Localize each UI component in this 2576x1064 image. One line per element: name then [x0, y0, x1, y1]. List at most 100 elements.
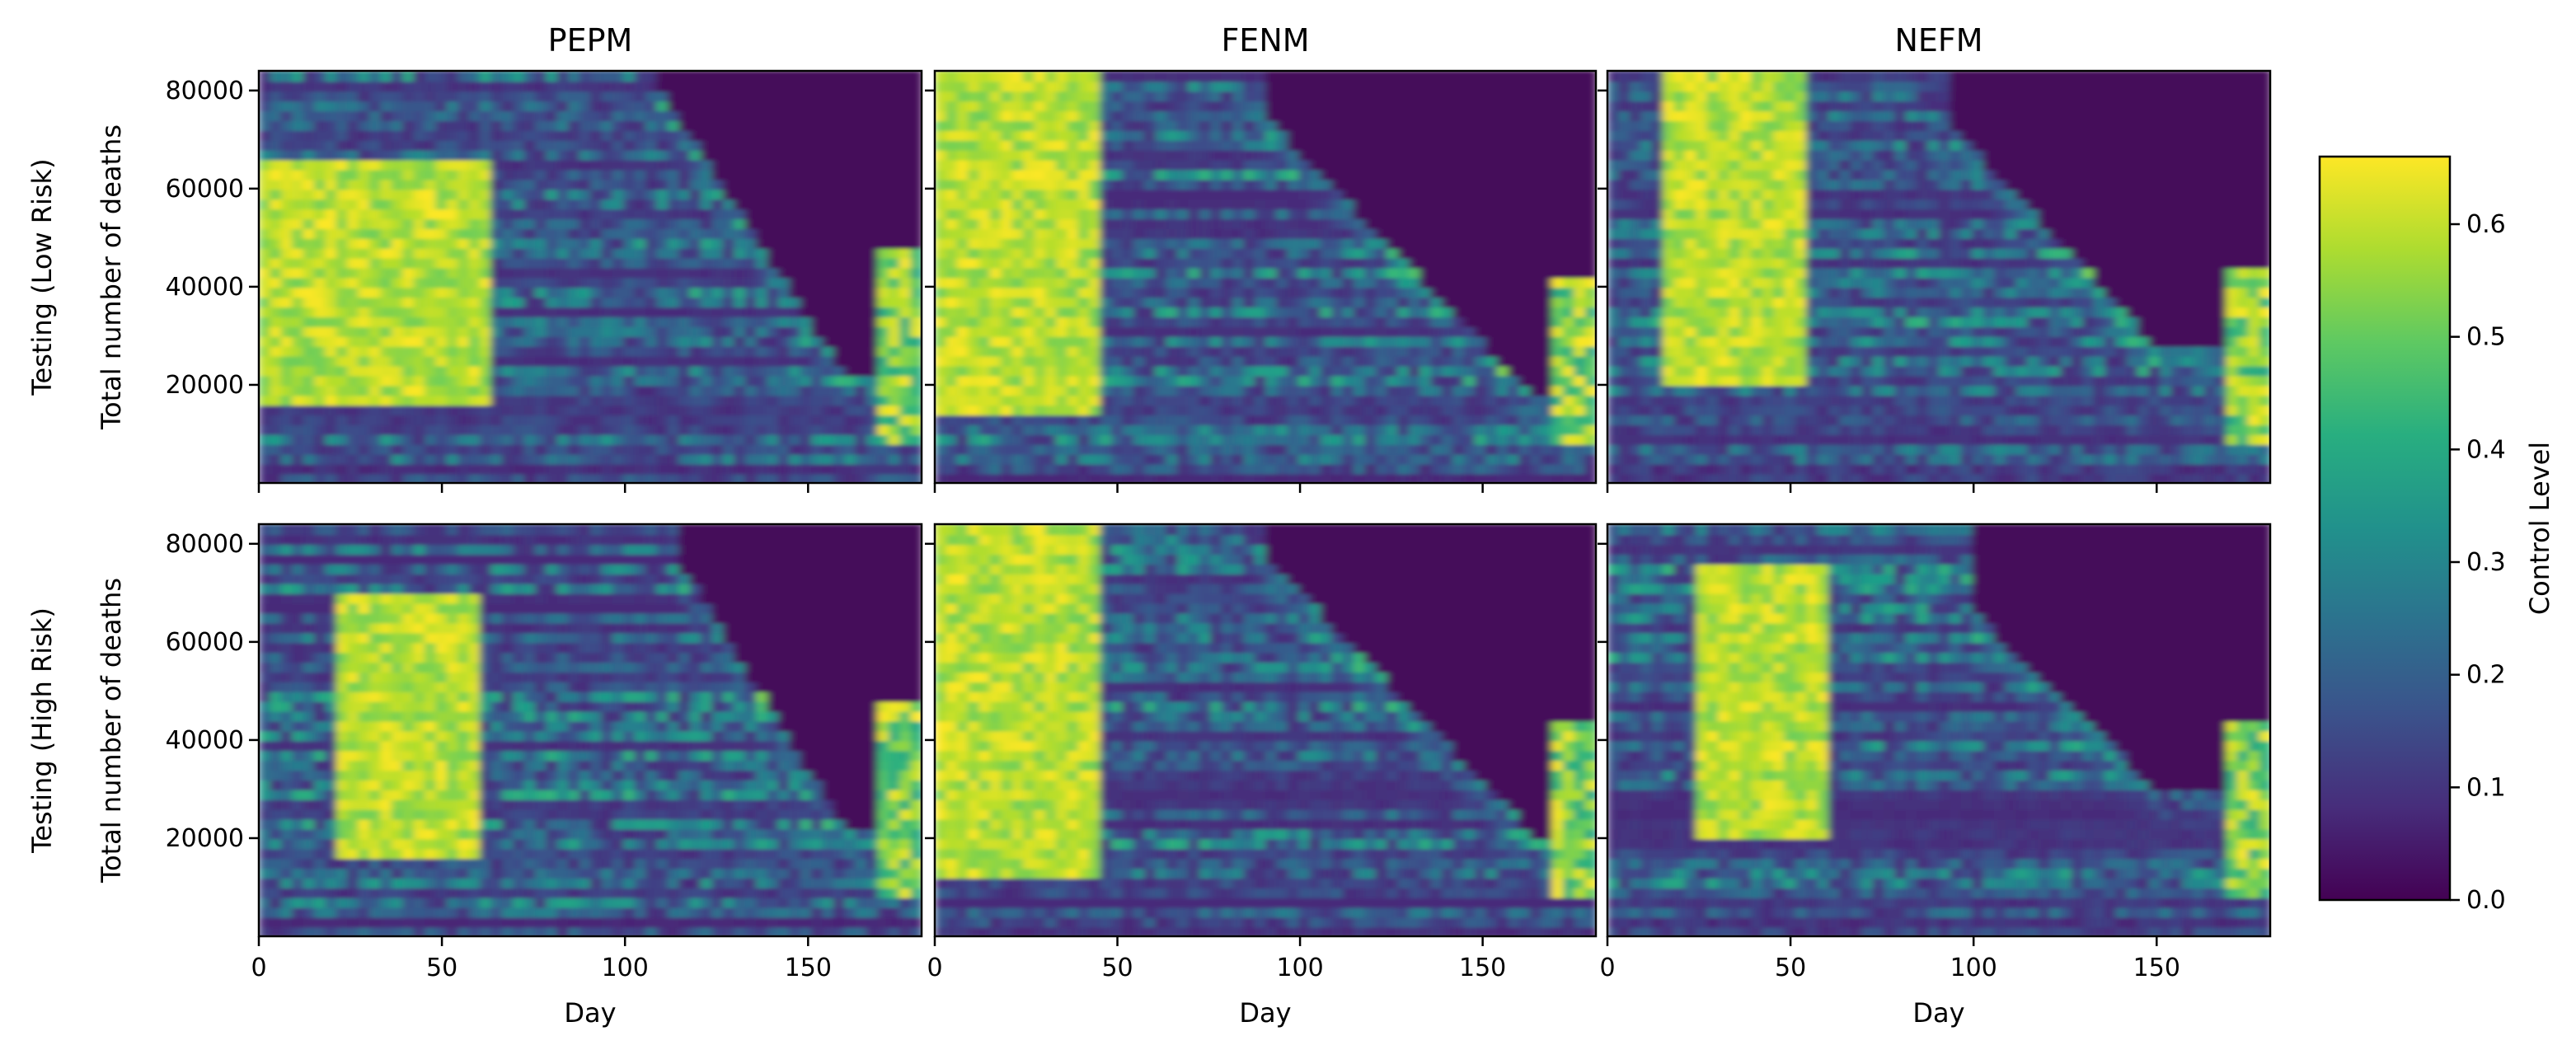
heatmap-cell	[523, 179, 537, 190]
heatmap-cell	[590, 198, 603, 210]
heatmap-cell	[800, 404, 813, 416]
heatmap-cell	[535, 227, 547, 239]
heatmap-cell	[945, 237, 959, 249]
heatmap-cell	[259, 100, 271, 112]
heatmap-cell	[1122, 277, 1135, 288]
heatmap-cell	[968, 179, 980, 190]
heatmap-cell	[1155, 473, 1168, 483]
heatmap-cell	[1188, 198, 1201, 210]
heatmap-cell	[1177, 414, 1189, 426]
heatmap-cell	[1199, 198, 1212, 210]
heatmap-cell	[1067, 247, 1080, 259]
heatmap-cell	[1518, 267, 1532, 279]
heatmap-cell	[1375, 326, 1388, 337]
heatmap-cell	[1199, 326, 1212, 337]
heatmap-cell	[1430, 404, 1443, 416]
heatmap-cell	[347, 188, 360, 200]
heatmap-cell	[325, 277, 338, 288]
heatmap-cell	[667, 227, 680, 239]
heatmap-cell	[1077, 355, 1091, 367]
heatmap-cell	[1331, 326, 1344, 337]
heatmap-cell	[1529, 473, 1542, 483]
heatmap-cell	[1254, 237, 1267, 249]
heatmap-cell	[1276, 375, 1289, 387]
heatmap-cell	[413, 100, 426, 112]
heatmap-cell	[910, 237, 922, 249]
heatmap-cell	[347, 296, 360, 308]
heatmap-cell	[1485, 335, 1499, 347]
heatmap-cell	[744, 453, 758, 465]
heatmap-cell	[1254, 326, 1267, 337]
heatmap-cell	[1232, 100, 1245, 112]
heatmap-cell	[910, 80, 922, 92]
heatmap-cell	[1232, 110, 1245, 121]
heatmap-cell	[777, 434, 791, 445]
heatmap-cell	[1342, 159, 1355, 171]
heatmap-cell	[789, 159, 802, 171]
heatmap-cell	[468, 198, 481, 210]
heatmap-cell	[711, 414, 725, 426]
heatmap-cell	[303, 120, 316, 131]
heatmap-cell	[546, 453, 559, 465]
heatmap-cell	[744, 424, 758, 435]
heatmap-cell	[634, 237, 647, 249]
heatmap-cell	[968, 149, 980, 161]
heatmap-cell	[325, 345, 338, 357]
heatmap-cell	[1496, 159, 1509, 171]
heatmap-cell	[1221, 375, 1234, 387]
heatmap-cell	[899, 179, 913, 190]
heatmap-cell	[1452, 316, 1466, 327]
heatmap-cell	[1408, 296, 1421, 308]
heatmap-cell	[844, 404, 857, 416]
heatmap-cell	[347, 100, 360, 112]
heatmap-cell	[468, 424, 481, 435]
heatmap-cell	[945, 375, 959, 387]
heatmap-cell	[325, 335, 338, 347]
heatmap-cell	[501, 316, 514, 327]
heatmap-cell	[1452, 208, 1466, 220]
heatmap-cell	[744, 218, 758, 229]
y-axis-label: Total number of deaths	[96, 124, 127, 430]
heatmap-cell	[689, 90, 702, 102]
heatmap-cell	[1463, 227, 1476, 239]
heatmap-cell	[1100, 443, 1113, 455]
heatmap-cell	[1485, 257, 1499, 269]
heatmap-cell	[945, 335, 959, 347]
heatmap-cell	[1243, 139, 1256, 151]
heatmap-cell	[968, 345, 980, 357]
heatmap-cell	[1551, 198, 1565, 210]
heatmap-cell	[292, 159, 305, 171]
heatmap-cell	[546, 443, 559, 455]
heatmap-cell	[523, 424, 537, 435]
heatmap-cell	[1364, 355, 1377, 367]
heatmap-cell	[888, 110, 901, 121]
heatmap-cell	[391, 326, 404, 337]
heatmap-cell	[1551, 443, 1565, 455]
heatmap-cell	[1485, 394, 1499, 406]
heatmap-cell	[402, 355, 415, 367]
heatmap-cell	[844, 473, 857, 483]
heatmap-cell	[1044, 188, 1058, 200]
heatmap-cell	[1485, 80, 1499, 92]
heatmap-cell	[457, 218, 471, 229]
heatmap-cell	[978, 110, 992, 121]
heatmap-cell	[667, 257, 680, 269]
heatmap-cell	[978, 80, 992, 92]
heatmap-cell	[1342, 473, 1355, 483]
heatmap-cell	[1044, 267, 1058, 279]
heatmap-cell	[989, 139, 1002, 151]
heatmap-cell	[822, 218, 835, 229]
heatmap-cell	[425, 198, 437, 210]
heatmap-cell	[380, 198, 393, 210]
heatmap-cell	[259, 326, 271, 337]
heatmap-cell	[435, 473, 448, 483]
heatmap-cell	[1177, 237, 1189, 249]
heatmap-cell	[1265, 188, 1278, 200]
heatmap-cell	[1397, 188, 1410, 200]
heatmap-cell	[945, 90, 959, 102]
heatmap-cell	[1541, 355, 1554, 367]
heatmap-cell	[1331, 179, 1344, 190]
heatmap-cell	[935, 286, 947, 298]
heatmap-cell	[623, 463, 636, 475]
heatmap-cell	[800, 385, 813, 396]
